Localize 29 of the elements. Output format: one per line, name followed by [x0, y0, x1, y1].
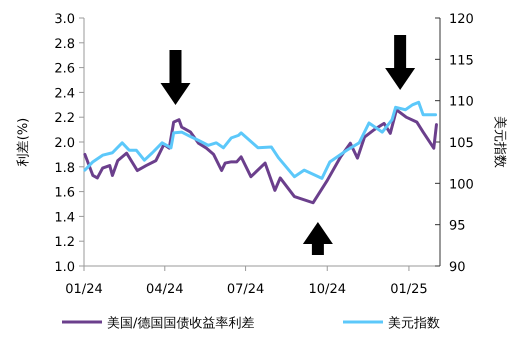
y2-tick-label: 90 [449, 260, 466, 275]
y-tick-label: 1.2 [54, 235, 75, 250]
y-tick-label: 2.2 [54, 111, 75, 126]
y-tick-label: 1.4 [54, 210, 75, 226]
x-tick-label: 04/24 [146, 282, 184, 297]
y-tick-label: 2.4 [54, 86, 75, 102]
y-tick-label: 2.0 [54, 136, 75, 151]
y-tick-label: 2.8 [54, 36, 75, 52]
y2-tick-label: 105 [449, 136, 474, 151]
y-axis-title: 利差(%) [16, 118, 31, 166]
x-tick-label: 01/25 [390, 282, 428, 297]
y2-tick-label: 95 [449, 218, 466, 234]
line-series [83, 100, 438, 180]
y-tick-label: 1.6 [54, 186, 75, 201]
y2-tick-label: 115 [449, 53, 474, 68]
y-tick-label: 1.0 [54, 260, 75, 275]
x-tick-label: 10/24 [308, 282, 346, 297]
y2-tick-label: 110 [449, 94, 474, 110]
legend-label: 美元指数 [388, 315, 440, 331]
x-tick-label: 07/24 [226, 282, 264, 297]
x-tick-label: 01/24 [65, 282, 103, 297]
line-series [83, 108, 438, 204]
y-tick-label: 2.6 [54, 62, 75, 77]
y-tick-label: 3.0 [54, 12, 75, 27]
legend-label: 美国/德国国债收益率利差 [107, 315, 254, 331]
y2-tick-label: 100 [449, 177, 474, 192]
y-tick-label: 1.8 [54, 160, 75, 176]
y2-tick-label: 120 [449, 12, 474, 27]
y2-axis-title: 美元指数 [492, 116, 508, 168]
